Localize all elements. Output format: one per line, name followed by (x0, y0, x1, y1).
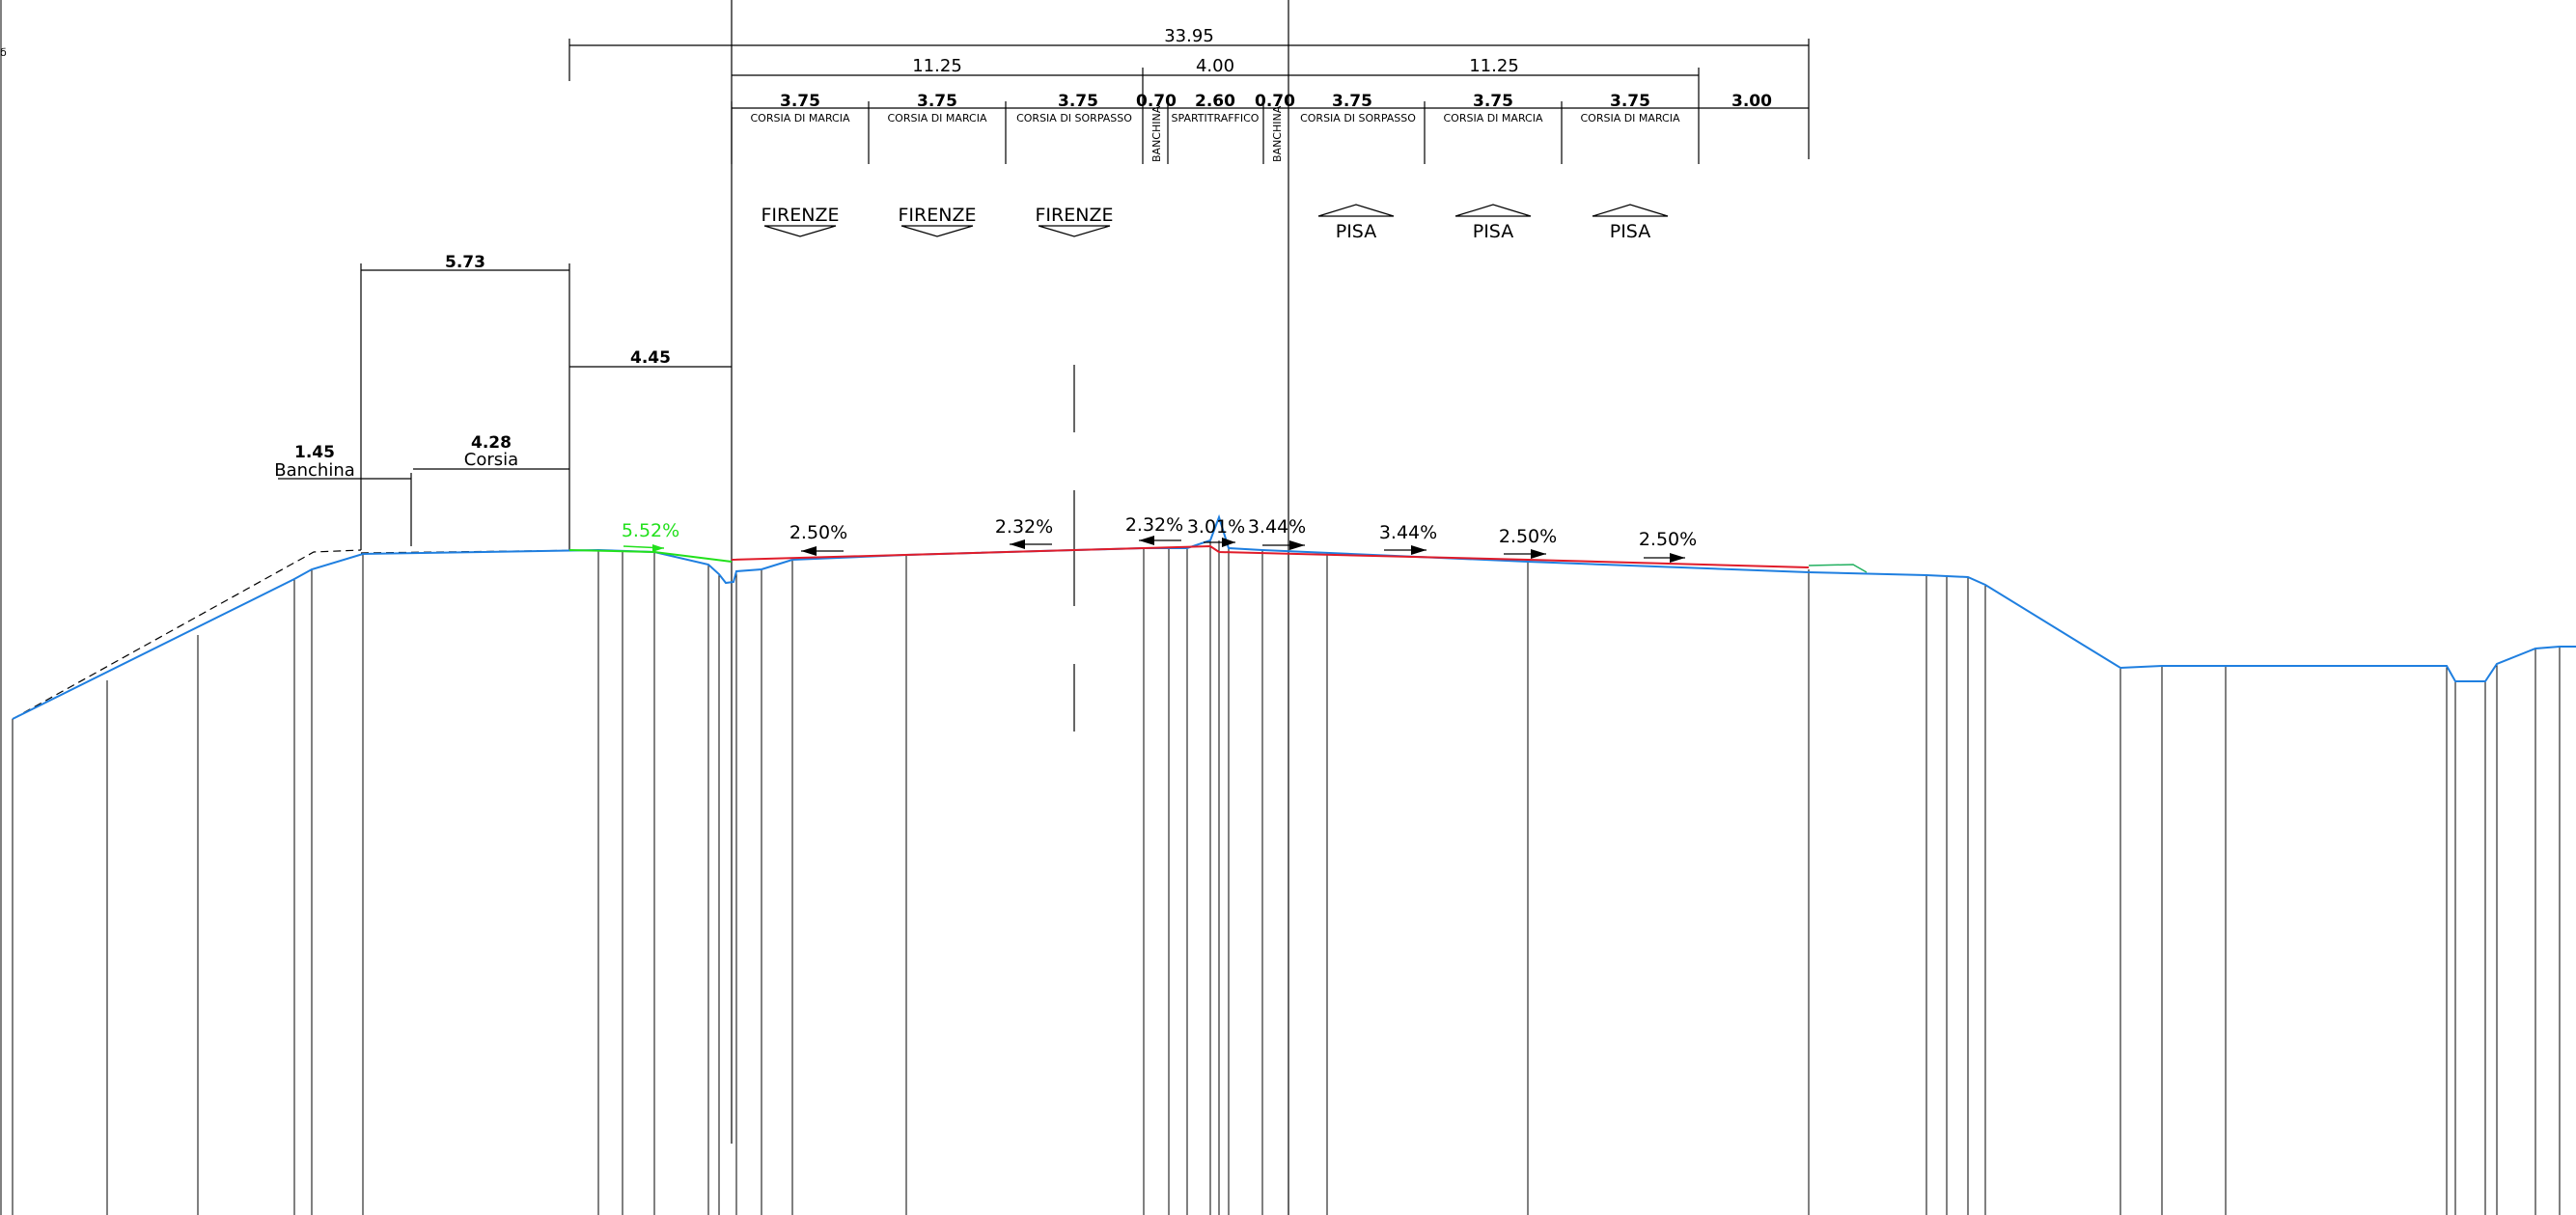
dim-lane-5: 3.75 (1473, 92, 1513, 111)
arrow-down-icon (900, 225, 974, 237)
arrow-right-icon (1289, 540, 1305, 550)
dim-lane-1: 3.75 (780, 92, 820, 111)
right-green-wedge (1808, 564, 1868, 573)
label-lane-1: CORSIA DI MARCIA (750, 112, 849, 124)
slope-2-label: 2.32% (995, 516, 1053, 538)
direction-label-pisa-1: PISA (1336, 221, 1376, 242)
arrow-right-icon (1531, 549, 1546, 559)
station-lines (12, 540, 2561, 1215)
slope-8-label: 2.50% (1639, 529, 1697, 550)
slope-annotations: 5.52% 2.50% 2.32% 2.32% 3.01% 3.44% 3.44… (622, 514, 1697, 563)
arrow-up-icon (1317, 204, 1395, 217)
dim-lane-4: 3.75 (1332, 92, 1372, 111)
slope-3-label: 2.32% (1125, 514, 1183, 536)
arrow-up-icon (1592, 204, 1669, 217)
direction-label-firenze-3: FIRENZE (1036, 205, 1114, 226)
dim-median: 4.00 (1196, 56, 1234, 76)
direction-arrows: FIRENZE FIRENZE FIRENZE PISA PISA PISA (762, 204, 1669, 242)
arrow-right-icon (1411, 545, 1426, 555)
dim-corsia: 4.28 (471, 433, 512, 453)
dim-side-mid: 4.45 (630, 348, 671, 368)
arrow-left-icon (1010, 539, 1025, 549)
slope-4-label: 3.01% (1187, 516, 1245, 538)
label-shoulder-right: BANCHINA (1271, 105, 1284, 162)
direction-label-pisa-2: PISA (1473, 221, 1513, 242)
left-side-dimensions: 5.73 4.45 1.45 Banchina 4.28 Corsia (274, 253, 732, 550)
label-divider: SPARTITRAFFICO (1172, 112, 1260, 124)
top-dimension-chain: 33.95 11.25 4.00 11.25 3.75 3.75 3.75 0.… (568, 26, 1810, 164)
slope-6-label: 3.44% (1379, 522, 1437, 543)
arrow-left-icon (1139, 536, 1154, 545)
arrow-right-icon (1670, 553, 1685, 563)
dim-shoulder-right: 0.70 (1255, 92, 1295, 111)
existing-ground-line (12, 513, 2576, 720)
label-lane-3: CORSIA DI SORPASSO (1016, 112, 1132, 124)
dim-banchina: 1.45 (294, 443, 335, 462)
arrow-right-icon (1222, 538, 1235, 547)
dim-side-total: 5.73 (445, 253, 485, 272)
arrow-down-icon (1038, 225, 1111, 237)
slope-5-label: 3.44% (1248, 516, 1306, 538)
slope-7-label: 2.50% (1499, 526, 1557, 547)
dim-left-carriageway: 11.25 (912, 56, 962, 76)
label-banchina: Banchina (274, 460, 355, 481)
arrow-right-icon (652, 544, 664, 552)
dashed-old-embankment (12, 549, 362, 720)
dim-right-carriageway: 11.25 (1469, 56, 1519, 76)
slope-1-label: 2.50% (789, 522, 847, 543)
dim-total: 33.95 (1164, 26, 1214, 46)
new-slope-line (568, 549, 733, 563)
direction-label-firenze-1: FIRENZE (762, 205, 840, 226)
slope-green-label: 5.52% (622, 520, 679, 541)
label-corsia: Corsia (464, 450, 518, 470)
label-lane-2: CORSIA DI MARCIA (887, 112, 986, 124)
design-profile-line (731, 544, 1810, 568)
direction-label-pisa-3: PISA (1610, 221, 1650, 242)
arrow-down-icon (763, 225, 837, 237)
edge-mark: б (0, 46, 7, 59)
label-shoulder-left: BANCHINA (1150, 105, 1163, 162)
arrow-up-icon (1454, 204, 1532, 217)
label-lane-4: CORSIA DI SORPASSO (1300, 112, 1416, 124)
label-lane-5: CORSIA DI MARCIA (1443, 112, 1542, 124)
dim-lane-3: 3.75 (1058, 92, 1098, 111)
dim-lane-2: 3.75 (917, 92, 957, 111)
label-lane-6: CORSIA DI MARCIA (1580, 112, 1679, 124)
dim-right-extra: 3.00 (1731, 92, 1772, 111)
arrow-left-icon (801, 546, 817, 556)
dim-shoulder-left: 0.70 (1136, 92, 1177, 111)
dim-divider: 2.60 (1195, 92, 1235, 111)
direction-label-firenze-2: FIRENZE (899, 205, 977, 226)
dim-lane-6: 3.75 (1610, 92, 1650, 111)
